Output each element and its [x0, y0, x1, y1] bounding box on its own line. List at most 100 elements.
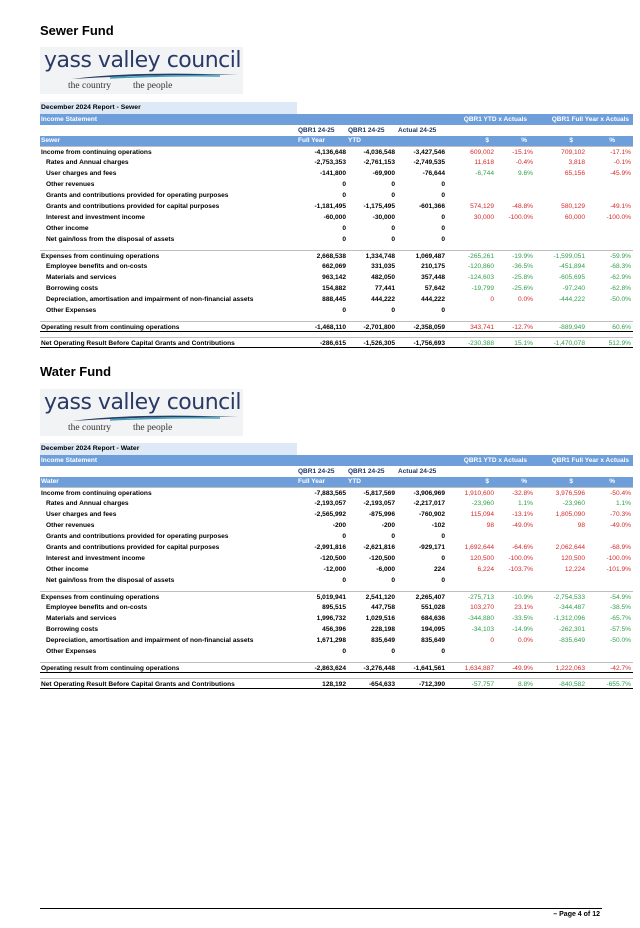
table-row: Operating result from continuing operati… [40, 321, 633, 332]
ytd-variance-dollar: 11,618 [474, 159, 494, 166]
ytd-variance-pct: -49.9% [512, 665, 533, 672]
actual-value: 0 [441, 533, 445, 540]
actual-value: 0 [441, 181, 445, 188]
ytd-variance-pct: -36.5% [512, 263, 533, 270]
table-row: Borrowing costs 154,882 77,441 57,642 -19,79… [40, 283, 633, 294]
fy-variance-dollar: 120,500 [561, 555, 585, 562]
row-label: Expenses from continuing operations [41, 594, 160, 601]
fy-variance-dollar: -444,222 [558, 296, 585, 303]
ytd-variance-dollar: 115,094 [470, 511, 494, 518]
fy-variance-pct: -100.0% [606, 555, 631, 562]
ytd-value: 835,649 [371, 637, 395, 644]
full-year-value: -1,468,110 [314, 324, 346, 331]
ytd-variance-pct: -103.7% [508, 566, 533, 573]
ytd-value: -4,036,548 [363, 149, 395, 156]
full-year-value: 0 [342, 533, 346, 540]
full-year-value: 0 [342, 236, 346, 243]
table-row: Depreciation, amortisation and impairmen… [40, 635, 633, 646]
full-year-value: 5,019,941 [316, 594, 346, 601]
actual-value: -102 [431, 522, 445, 529]
column-subheader-band: Sewer Full Year YTD $ % $ % [40, 136, 633, 146]
fy-group-header: QBR1 Full Year x Actuals [551, 457, 629, 464]
logo-name: yass valley council [44, 48, 241, 73]
fy-variance-pct: 1.1% [615, 500, 631, 507]
ytd-value: 447,758 [371, 604, 395, 611]
ytd-variance-dollar: 0 [490, 637, 494, 644]
row-label: Employee benefits and on-costs [46, 263, 148, 270]
ytd-variance-pct: -32.8% [512, 490, 533, 497]
ytd-variance-pct: -100.0% [508, 555, 533, 562]
full-year-value: -7,883,565 [314, 490, 346, 497]
statement-label: Income Statement [41, 116, 97, 123]
ytd-value: 2,541,120 [365, 594, 395, 601]
fy-variance-pct: -101.9% [606, 566, 631, 573]
full-year-value: -12,000 [323, 566, 346, 573]
col-ytd-2: YTD [348, 478, 361, 485]
fy-variance-pct: 512.9% [608, 340, 631, 347]
ytd-variance-pct: -0.4% [515, 159, 533, 166]
row-label: User charges and fees [46, 170, 117, 177]
full-year-value: 0 [342, 192, 346, 199]
row-label: Operating result from continuing operati… [41, 665, 180, 672]
full-year-value: 128,192 [322, 681, 346, 688]
fy-variance-pct: -50.0% [610, 296, 631, 303]
council-logo-water: yass valley council the country the peop… [40, 389, 243, 436]
actual-value: 1,069,487 [415, 253, 445, 260]
ytd-variance-dollar: 1,634,887 [464, 665, 494, 672]
table-row: Borrowing costs 456,396 228,198 194,095 -34,… [40, 624, 633, 635]
row-label: Net gain/loss from the disposal of asset… [46, 577, 175, 584]
table-row: Interest and investment income -120,500 -1… [40, 553, 633, 564]
ytd-variance-dollar: 120,500 [470, 555, 494, 562]
actual-value: 0 [441, 648, 445, 655]
ytd-variance-dollar: 1,692,644 [464, 544, 494, 551]
full-year-value: -2,193,057 [314, 500, 346, 507]
row-label: Net Operating Result Before Capital Gran… [41, 681, 235, 688]
full-year-value: -2,991,816 [314, 544, 346, 551]
col-actual: Actual 24-25 [398, 127, 437, 134]
ytd-variance-dollar: -124,603 [467, 274, 494, 281]
table-row: Net Operating Result Before Capital Gran… [40, 678, 633, 689]
ytd-variance-pct: -25.8% [512, 274, 533, 281]
full-year-value: -1,181,495 [314, 203, 346, 210]
fy-variance-pct: -100.0% [606, 214, 631, 221]
full-year-value: 888,445 [322, 296, 346, 303]
row-label: Depreciation, amortisation and impairmen… [46, 296, 254, 303]
ytd-value: 1,334,748 [365, 253, 395, 260]
actual-value: 357,448 [421, 274, 445, 281]
table-row: Operating result from continuing operati… [40, 662, 633, 673]
ytd-value: -6,000 [376, 566, 395, 573]
actual-value: 444,222 [421, 296, 445, 303]
actual-value: -760,902 [418, 511, 445, 518]
actual-value: 210,175 [421, 263, 445, 270]
table-row: Expenses from continuing operations 2,668… [40, 250, 633, 261]
actual-value: 0 [441, 555, 445, 562]
full-year-value: -200 [332, 522, 346, 529]
ytd-value: -654,633 [368, 681, 395, 688]
full-year-value: -2,565,992 [314, 511, 346, 518]
column-subheader-band: Water Full Year YTD $ % $ % [40, 477, 633, 487]
fy-variance-pct: -0.1% [613, 159, 631, 166]
actual-value: -929,171 [418, 544, 445, 551]
col-ytd-1: QBR1 24-25 [348, 468, 385, 475]
ytd-value: 331,035 [371, 263, 395, 270]
ytd-value: 0 [391, 533, 395, 540]
actual-value: -2,217,017 [413, 500, 445, 507]
ytd-value: -875,996 [368, 511, 395, 518]
row-label: Materials and services [46, 615, 117, 622]
ytd-variance-dollar: -34,103 [471, 626, 494, 633]
fy-variance-dollar: 1,805,090 [555, 511, 585, 518]
actual-value: -1,756,693 [413, 340, 445, 347]
row-label: Operating result from continuing operati… [41, 324, 180, 331]
ytd-variance-dollar: -120,860 [467, 263, 494, 270]
col-ytd-dollar: $ [485, 478, 489, 485]
ytd-variance-pct: -100.0% [508, 214, 533, 221]
ytd-variance-dollar: 30,000 [473, 214, 494, 221]
row-label: Other Expenses [46, 307, 97, 314]
ytd-value: 0 [391, 181, 395, 188]
col-fy-pct: % [609, 478, 615, 485]
col-actual: Actual 24-25 [398, 468, 437, 475]
table-row: Interest and investment income -60,000 -30… [40, 212, 633, 223]
fy-variance-dollar: -889,949 [558, 324, 585, 331]
fy-variance-pct: -70.3% [610, 511, 631, 518]
full-year-value: 895,515 [322, 604, 346, 611]
